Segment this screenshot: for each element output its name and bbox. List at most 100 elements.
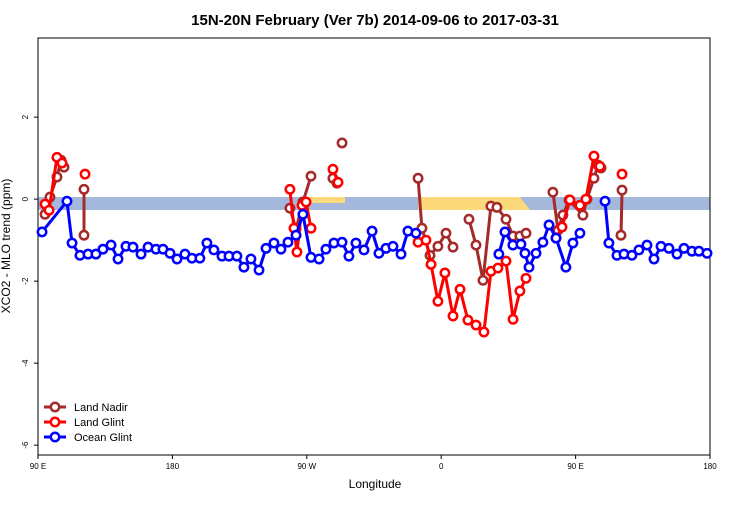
series-point xyxy=(43,204,55,216)
series-point xyxy=(616,184,628,196)
series-point xyxy=(300,196,312,208)
y-axis-label: XCO2 - MLO trend (ppm) xyxy=(0,179,13,314)
series-point xyxy=(420,234,432,246)
series-point xyxy=(447,241,459,253)
series-point xyxy=(253,264,265,276)
series-point xyxy=(550,232,562,244)
series-point xyxy=(56,157,68,169)
legend-label: Land Nadir xyxy=(74,402,128,414)
series-point xyxy=(66,237,78,249)
series-point xyxy=(336,236,348,248)
series-point xyxy=(171,253,183,265)
series-point xyxy=(500,213,512,225)
legend-item: Land Glint xyxy=(44,416,124,429)
series-point xyxy=(663,242,675,254)
chart-title: 15N-20N February (Ver 7b) 2014-09-06 to … xyxy=(191,12,559,29)
series-point xyxy=(493,248,505,260)
series-point xyxy=(297,208,309,220)
series-point xyxy=(478,326,490,338)
series-point xyxy=(112,253,124,265)
series-point xyxy=(36,226,48,238)
plot-frame xyxy=(37,37,711,456)
series-point xyxy=(350,237,362,249)
series-point xyxy=(282,236,294,248)
land-band xyxy=(305,197,345,203)
x-tick-label: 0 xyxy=(439,462,444,471)
series-point xyxy=(275,243,287,255)
series-point xyxy=(491,201,503,213)
x-tick-label: 90 E xyxy=(567,462,583,471)
legend-swatch-point xyxy=(49,416,61,428)
series-point xyxy=(395,248,407,260)
series-point xyxy=(432,240,444,252)
legend-swatch-point xyxy=(49,431,61,443)
series-point xyxy=(588,150,600,162)
series-point xyxy=(515,238,527,250)
series-point xyxy=(454,283,466,295)
series-point xyxy=(567,237,579,249)
ocean-band xyxy=(38,197,710,210)
series-point xyxy=(616,168,628,180)
x-axis-label: Longitude xyxy=(349,477,402,491)
y-tick-label: 0 xyxy=(21,196,30,201)
series-point xyxy=(701,247,713,259)
series-point xyxy=(305,170,317,182)
x-tick-label: 90 E xyxy=(30,462,46,471)
series-point xyxy=(463,213,475,225)
x-tick-label: 180 xyxy=(166,462,180,471)
series-point xyxy=(470,239,482,251)
series-point xyxy=(432,295,444,307)
series-point xyxy=(201,237,213,249)
series-point xyxy=(519,247,531,259)
series-point xyxy=(492,262,504,274)
series-point xyxy=(79,168,91,180)
series-point xyxy=(599,195,611,207)
series-point xyxy=(313,253,325,265)
series-point xyxy=(327,163,339,175)
series-point xyxy=(105,239,117,251)
series-point xyxy=(477,274,489,286)
series-point xyxy=(387,240,399,252)
legend-label: Land Glint xyxy=(74,417,124,429)
series-point xyxy=(373,247,385,259)
series-point xyxy=(580,193,592,205)
series-point xyxy=(231,250,243,262)
series-point xyxy=(543,219,555,231)
series-point xyxy=(523,261,535,273)
series-point xyxy=(135,248,147,260)
legend-label: Ocean Glint xyxy=(74,432,132,444)
series-point xyxy=(320,243,332,255)
series-point xyxy=(500,255,512,267)
series-point xyxy=(425,258,437,270)
series-point xyxy=(577,209,589,221)
series-point xyxy=(78,229,90,241)
series-point xyxy=(556,221,568,233)
series-point xyxy=(520,227,532,239)
y-tick-label: -6 xyxy=(21,441,30,449)
series-point xyxy=(61,195,73,207)
series-point xyxy=(648,253,660,265)
series-point xyxy=(284,183,296,195)
series-point xyxy=(671,248,683,260)
series-point xyxy=(537,236,549,248)
series-point xyxy=(260,242,272,254)
series-point xyxy=(78,183,90,195)
series-point xyxy=(615,229,627,241)
series-point xyxy=(603,237,615,249)
series-point xyxy=(90,248,102,260)
series-point xyxy=(164,247,176,259)
y-tick-label: -2 xyxy=(21,277,30,285)
series-point xyxy=(520,272,532,284)
legend-item: Ocean Glint xyxy=(44,431,132,444)
series-point xyxy=(238,261,250,273)
series-point xyxy=(412,172,424,184)
series-point xyxy=(440,227,452,239)
series-point xyxy=(547,186,559,198)
series-point xyxy=(507,313,519,325)
series-point xyxy=(194,252,206,264)
legend-item: Land Nadir xyxy=(44,401,128,414)
series-line xyxy=(619,190,624,236)
series-point xyxy=(305,222,317,234)
